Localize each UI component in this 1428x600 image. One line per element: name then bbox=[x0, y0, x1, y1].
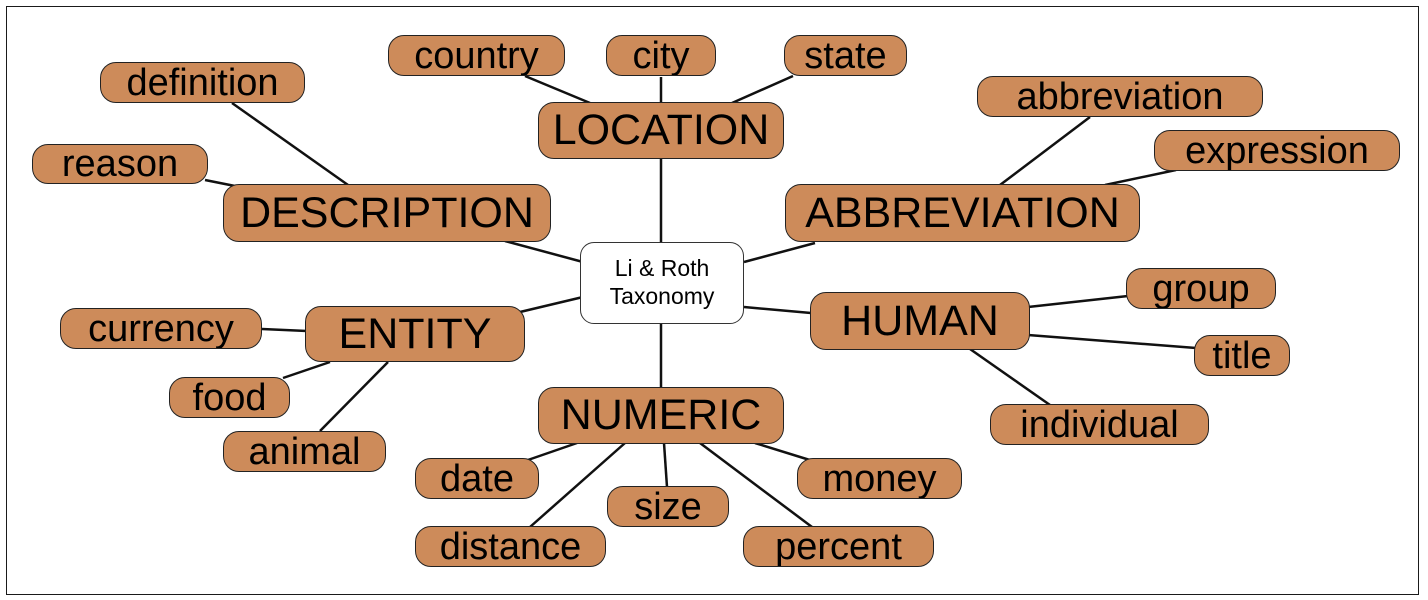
leaf-group: group bbox=[1126, 268, 1276, 309]
leaf-currency: currency bbox=[60, 308, 262, 349]
edge-description-definition bbox=[231, 101, 349, 187]
edge-location-country bbox=[524, 74, 591, 105]
leaf-reason: reason bbox=[32, 144, 208, 184]
edge-root-abbreviation bbox=[743, 241, 816, 264]
category-abbreviation: ABBREVIATION bbox=[785, 184, 1140, 242]
edge-abbreviation-expression bbox=[1104, 168, 1177, 187]
leaf-expression: expression bbox=[1154, 130, 1400, 171]
leaf-city: city bbox=[606, 35, 716, 76]
leaf-animal: animal bbox=[223, 431, 386, 472]
edge-numeric-money bbox=[754, 441, 814, 463]
category-human: HUMAN bbox=[810, 292, 1030, 350]
leaf-money: money bbox=[797, 458, 962, 499]
leaf-size: size bbox=[607, 486, 729, 527]
edge-human-group bbox=[1027, 294, 1129, 309]
edge-entity-currency bbox=[261, 327, 308, 333]
edge-root-entity bbox=[519, 295, 584, 314]
edge-entity-animal bbox=[319, 361, 389, 432]
edge-location-state bbox=[731, 74, 794, 105]
edge-abbreviation-abbreviation bbox=[999, 116, 1091, 186]
leaf-food: food bbox=[169, 377, 290, 418]
category-entity: ENTITY bbox=[305, 306, 525, 362]
category-location: LOCATION bbox=[538, 102, 784, 159]
edge-root-human bbox=[743, 305, 812, 315]
edge-human-title bbox=[1027, 333, 1197, 350]
leaf-date: date bbox=[415, 458, 539, 499]
edge-root-description bbox=[504, 239, 584, 264]
edge-numeric-size bbox=[662, 442, 669, 488]
leaf-country: country bbox=[388, 35, 565, 76]
category-numeric: NUMERIC bbox=[538, 387, 784, 444]
edge-numeric-distance bbox=[529, 442, 626, 528]
leaf-definition: definition bbox=[100, 62, 305, 103]
leaf-state: state bbox=[784, 35, 907, 76]
leaf-percent: percent bbox=[743, 526, 934, 567]
edge-numeric-date bbox=[524, 441, 578, 463]
category-description: DESCRIPTION bbox=[223, 184, 551, 242]
leaf-distance: distance bbox=[415, 526, 606, 567]
root-node: Li & Roth Taxonomy bbox=[580, 242, 744, 324]
edge-entity-food bbox=[282, 360, 331, 380]
leaf-individual: individual bbox=[990, 404, 1209, 445]
edge-human-individual bbox=[969, 347, 1051, 407]
leaf-abbreviation: abbreviation bbox=[977, 76, 1263, 117]
edge-numeric-percent bbox=[699, 442, 813, 528]
leaf-title: title bbox=[1194, 335, 1290, 376]
root-label-line2: Taxonomy bbox=[609, 283, 715, 309]
root-label-line1: Li & Roth bbox=[614, 255, 710, 282]
